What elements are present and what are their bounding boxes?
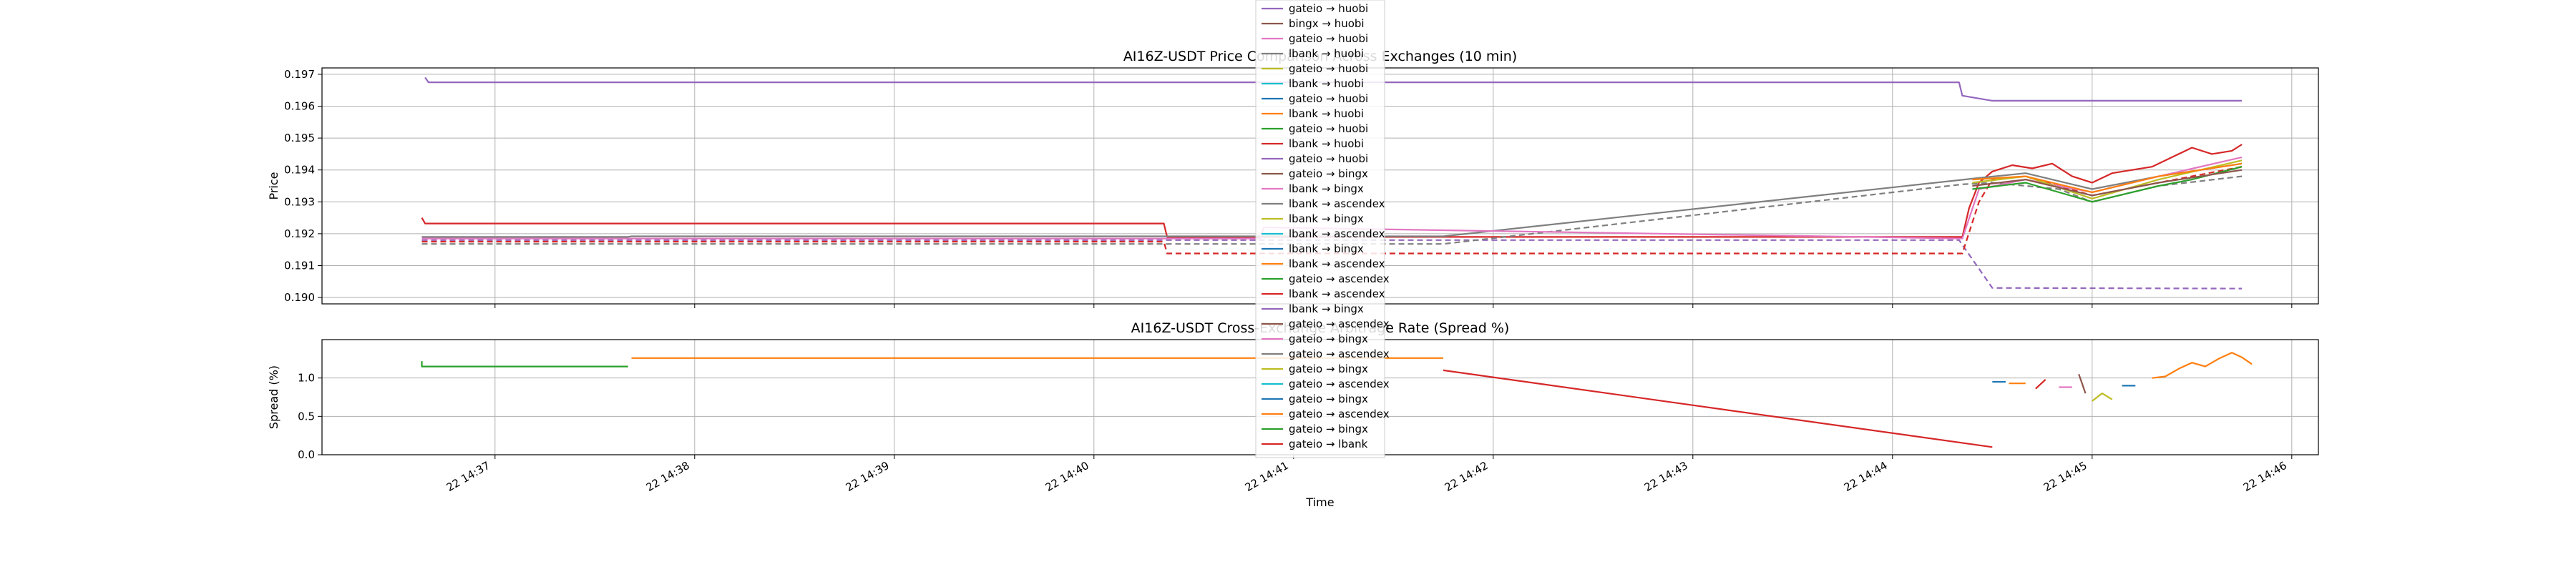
price-y-tick-label: 0.190 [284,291,315,304]
legend-entry-label: gateio → huobi [1289,122,1368,135]
price-y-tick-label: 0.194 [284,164,315,177]
spread-series-line [421,361,628,368]
price-series-line [421,166,2243,255]
spread-y-tick-label: 1.0 [298,372,315,385]
legend-entry-label: gateio → ascendex [1289,272,1390,285]
price-y-axis-label: Price [267,172,280,199]
legend-entry-label: lbank → ascendex [1289,287,1385,300]
spread-x-tick-label: 22 14:41 [1243,459,1291,494]
price-y-tick-label: 0.196 [284,100,315,113]
price-series-line [1972,159,2243,199]
spread-y-tick-label: 0.5 [298,410,315,423]
legend-entry-label: lbank → huobi [1289,47,1364,60]
legend-entry-label: lbank → huobi [1289,77,1364,90]
legend-entry-label: gateio → ascendex [1289,408,1390,420]
price-y-tick-label: 0.193 [284,195,315,208]
legend-entry-label: lbank → ascendex [1289,197,1385,210]
legend-entry-label: lbank → bingx [1289,242,1364,255]
legend-entry-label: lbank → huobi [1289,137,1364,150]
price-series-line [421,162,2243,238]
spread-x-tick-label: 22 14:42 [1443,459,1491,494]
spread-x-tick-label: 22 14:46 [2241,459,2289,494]
spread-y-ticks: 0.0 0.5 1.0 [298,372,322,461]
legend-box [1255,0,1385,458]
legend-entry-label: gateio → bingx [1289,363,1368,375]
legend-entry-label: lbank → huobi [1289,107,1364,120]
legend-entry-label: gateio → huobi [1289,2,1368,15]
legend-entry-label: lbank → ascendex [1289,227,1385,240]
legend-entry-label: gateio → huobi [1289,92,1368,105]
spread-x-ticks: 22 14:37 22 14:38 22 14:39 22 14:40 22 14:41… [444,455,2293,494]
price-y-tick-label: 0.197 [284,68,315,81]
legend-entry-label: gateio → huobi [1289,62,1368,75]
price-series-line [1972,166,2243,203]
spread-series-line [1443,369,1993,448]
price-y-tick-label: 0.195 [284,132,315,144]
price-series-line [1972,162,2243,193]
spread-x-tick-label: 22 14:45 [2041,459,2089,494]
legend-entry-label: lbank → ascendex [1289,257,1385,270]
legend-entry-label: gateio → huobi [1289,152,1368,165]
legend-entry-label: gateio → ascendex [1289,378,1390,390]
x-axis-label: Time [1305,495,1334,509]
spread-x-tick-label: 22 14:39 [844,459,892,494]
spread-x-tick-label: 22 14:43 [1642,459,1690,494]
legend-entry-label: lbank → bingx [1289,302,1364,315]
price-series-line [424,77,2243,102]
price-x-ticks [494,304,2293,308]
spread-y-tick-label: 0.0 [298,448,315,461]
spread-y-axis-label: Spread (%) [267,365,280,429]
chart-legend: gateio → huobi bingx → huobi gateio → huob… [1255,0,1390,458]
price-series-line [421,239,2243,290]
spread-x-tick-label: 22 14:40 [1043,459,1091,494]
legend-entry-label: gateio → ascendex [1289,347,1390,360]
spread-x-tick-label: 22 14:44 [1842,459,1890,494]
legend-entry-label: gateio → bingx [1289,393,1368,405]
spread-series-line [2035,378,2046,390]
legend-entry-label: lbank → bingx [1289,182,1364,195]
spread-series-line [2078,373,2087,394]
legend-entry-label: gateio → bingx [1289,167,1368,180]
legend-entry-label: bingx → huobi [1289,17,1365,30]
price-y-tick-label: 0.192 [284,227,315,240]
legend-entry-label: gateio → bingx [1289,423,1368,435]
spread-series-line [2092,393,2113,402]
legend-entry-label: gateio → bingx [1289,332,1368,345]
legend-entry-label: gateio → huobi [1289,32,1368,45]
legend-entry-label: gateio → ascendex [1289,317,1390,330]
price-y-ticks: 0.190 0.191 0.192 0.193 0.194 0.195 0.196 0.197 [284,68,322,304]
spread-x-tick-label: 22 14:37 [444,459,492,494]
legend-entry-label: gateio → lbank [1289,438,1368,450]
price-series-line [1972,169,2243,197]
spread-x-tick-label: 22 14:38 [644,459,692,494]
legend-entry-label: lbank → bingx [1289,212,1364,225]
price-y-tick-label: 0.191 [284,259,315,272]
spread-series-line [2152,352,2253,379]
